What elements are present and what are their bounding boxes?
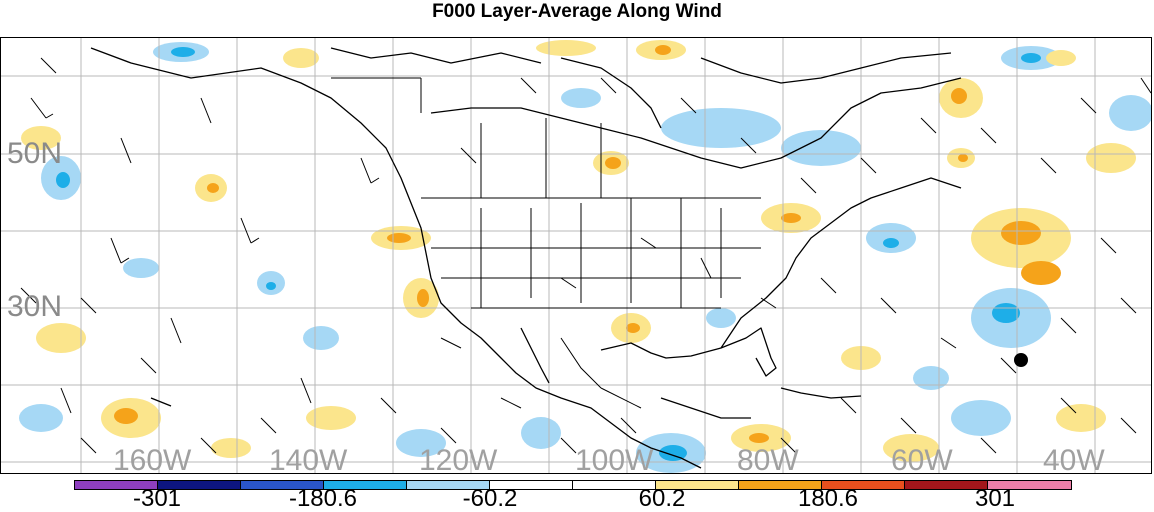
colorbar-swatch — [573, 481, 656, 489]
colorbar-swatch — [324, 481, 407, 489]
colorbar-swatch — [905, 481, 988, 489]
lat-label-30n: 30N — [7, 290, 63, 323]
wind-map — [1, 38, 1151, 473]
coastlines — [90, 47, 962, 469]
colorbar-swatch — [490, 481, 573, 489]
lon-label-100w: 100W — [575, 444, 654, 477]
anomaly-fills — [19, 40, 1151, 473]
lon-label-160w: 160W — [113, 444, 192, 477]
colorbar-swatch — [822, 481, 905, 489]
colorbar-label: 301 — [974, 485, 1016, 512]
lon-label-80w: 80W — [737, 444, 799, 477]
colorbar-swatch — [75, 481, 158, 489]
marker-dot — [1014, 353, 1028, 367]
lat-label-50n: 50N — [7, 137, 63, 170]
colorbar — [74, 480, 1072, 490]
colorbar-swatch — [407, 481, 490, 489]
colorbar-label: -301 — [132, 485, 182, 512]
colorbar-swatch — [656, 481, 739, 489]
political-borders — [331, 77, 761, 409]
colorbar-label: 180.6 — [797, 485, 859, 512]
colorbar-swatch — [988, 481, 1071, 489]
graticule — [1, 38, 1151, 473]
lon-label-140w: 140W — [269, 444, 348, 477]
colorbar-label: 60.2 — [638, 485, 686, 512]
wind-barbs — [20, 57, 1151, 454]
colorbar-label: -60.2 — [462, 485, 518, 512]
colorbar-swatch — [241, 481, 324, 489]
colorbar-swatch — [158, 481, 241, 489]
map-panel: 50N 30N — [0, 37, 1152, 474]
lon-label-60w: 60W — [891, 444, 953, 477]
map-title: F000 Layer-Average Along Wind — [432, 1, 722, 22]
lon-label-120w: 120W — [419, 444, 498, 477]
colorbar-label: -180.6 — [288, 485, 358, 512]
lon-label-40w: 40W — [1043, 444, 1105, 477]
colorbar-swatch — [739, 481, 822, 489]
